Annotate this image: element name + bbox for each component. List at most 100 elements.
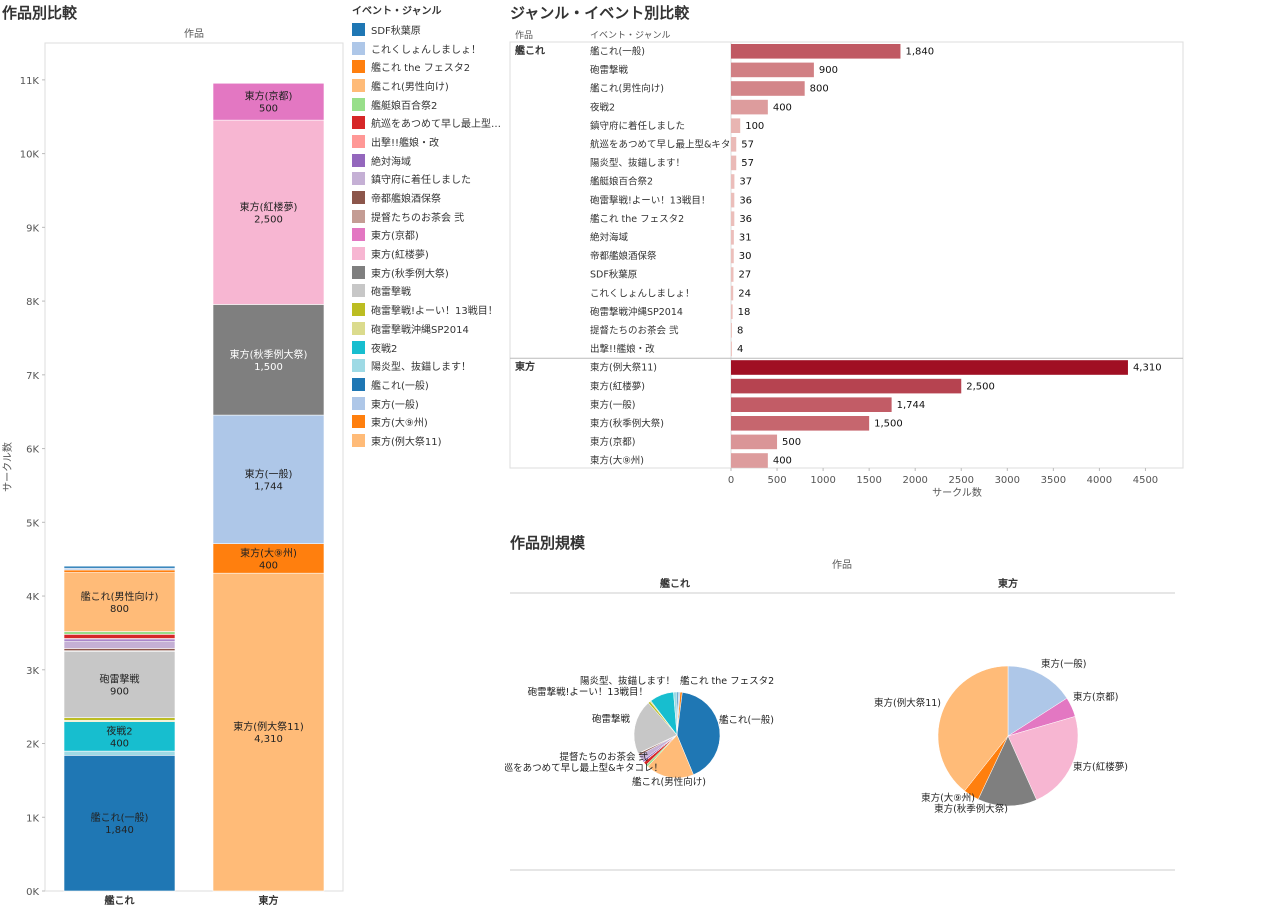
stacked-segment <box>63 640 176 649</box>
legend-item[interactable]: 東方(京都) <box>352 226 502 245</box>
x-tick-label: 1500 <box>856 475 881 486</box>
legend-item[interactable]: 砲雷撃戦!よーい！13戦目！ <box>352 300 502 319</box>
legend-item[interactable]: 提督たちのお茶会 弐 <box>352 207 502 226</box>
bar <box>731 137 737 152</box>
stacked-header: 作品 <box>184 28 204 40</box>
bar-row-label: 出撃!!艦娘・改 <box>590 343 655 355</box>
legend-item[interactable]: 艦これ the フェスタ2 <box>352 57 502 76</box>
legend-item[interactable]: 艦これ(一般) <box>352 375 502 394</box>
bar <box>731 211 735 226</box>
legend-item[interactable]: 鎮守府に着任しました <box>352 170 502 189</box>
bar-row-label: 艦艇娘百合祭2 <box>590 176 653 188</box>
pie-slice-label: 東方(例大祭11) <box>874 697 941 709</box>
y-tick-label: 0K <box>26 887 39 898</box>
legend-item[interactable]: 絶対海域 <box>352 151 502 170</box>
y-axis-label: サークル数 <box>1 442 14 492</box>
legend-item[interactable]: 航巡をあつめて早し最上型&キ... <box>352 113 502 132</box>
bar-row-label: 砲雷撃戦沖縄SP2014 <box>590 306 683 318</box>
legend-item[interactable]: 東方(例大祭11) <box>352 431 502 450</box>
legend-item[interactable]: 東方(大⑨州) <box>352 412 502 431</box>
legend-item[interactable]: 東方(秋季例大祭) <box>352 263 502 282</box>
legend-item[interactable]: 帝都艦娘酒保祭 <box>352 188 502 207</box>
segment-label: 艦これ(男性向け) <box>81 590 159 603</box>
pie-slice-label: 陽炎型、抜錨します！ <box>580 675 675 687</box>
stacked-segment <box>212 119 325 305</box>
legend-swatch <box>352 377 365 391</box>
legend-item[interactable]: 夜戦2 <box>352 338 502 357</box>
pie-slice-label: 砲雷撃戦 <box>592 713 631 725</box>
pie-title: 東方 <box>998 577 1018 590</box>
bar-row-label: 艦これ(一般) <box>590 46 645 58</box>
y-tick-label: 4K <box>26 592 39 603</box>
segment-label: 砲雷撃戦 <box>100 672 140 685</box>
pie-slice <box>977 735 1037 807</box>
x-tick-label: 3500 <box>1041 475 1066 486</box>
bar-value-label: 2,500 <box>966 381 995 392</box>
segment-value-label: 2,500 <box>254 214 283 225</box>
bar-value-label: 36 <box>739 214 752 225</box>
stacked-segment <box>212 543 325 574</box>
stacked-chart-title: 作品別比較 <box>2 4 78 22</box>
legend-item[interactable]: 出撃!!艦娘・改 <box>352 132 502 151</box>
legend-item[interactable]: 砲雷撃戦 <box>352 282 502 301</box>
legend-label: 夜戦2 <box>371 343 398 355</box>
bar-plot-frame <box>509 41 1184 469</box>
stacked-segment <box>212 414 325 544</box>
pie-title: 艦これ <box>660 577 690 590</box>
legend-item[interactable]: 艦これ(男性向け) <box>352 76 502 95</box>
legend-swatch <box>352 116 365 130</box>
segment-label: 東方(秋季例大祭) <box>230 348 308 361</box>
legend-item[interactable]: 陽炎型、抜錨します！ <box>352 356 502 375</box>
bar-row-label: 陽炎型、抜錨します！ <box>590 157 685 169</box>
bar-row-label: 東方(京都) <box>590 436 635 448</box>
col-header-category: 作品 <box>515 29 533 41</box>
stacked-plot-frame <box>44 42 344 892</box>
legend-item[interactable]: 東方(紅楼夢) <box>352 244 502 263</box>
stacked-segment <box>212 304 325 416</box>
bar-row-label: 東方(紅楼夢) <box>590 380 645 392</box>
legend-label: 艦これ the フェスタ2 <box>371 63 471 75</box>
bar-value-label: 24 <box>738 288 751 299</box>
segment-value-label: 500 <box>259 104 278 115</box>
stacked-segment <box>63 650 176 718</box>
legend-label: 絶対海域 <box>371 156 411 168</box>
pie-slice <box>647 734 694 779</box>
legend-label: 東方(一般) <box>371 399 419 411</box>
legend-item[interactable]: 砲雷撃戦沖縄SP2014 <box>352 319 502 338</box>
pie-chart-title: 作品別規模 <box>510 534 586 552</box>
legend-label: SDF秋葉原 <box>371 25 421 37</box>
bar-value-label: 100 <box>745 121 764 132</box>
bar-value-label: 400 <box>773 456 792 467</box>
bar <box>731 360 1128 375</box>
legend-swatch <box>352 41 365 55</box>
bar-value-label: 57 <box>741 158 754 169</box>
legend-swatch <box>352 433 365 447</box>
x-tick-label: 2000 <box>902 475 927 486</box>
legend-swatch <box>352 78 365 92</box>
legend-item[interactable]: これくしょんしましょ！ <box>352 39 502 58</box>
legend-label: 東方(京都) <box>371 231 419 243</box>
segment-value-label: 1,840 <box>105 825 134 836</box>
stacked-segment <box>63 631 176 635</box>
legend-item[interactable]: SDF秋葉原 <box>352 20 502 39</box>
legend-item[interactable]: 艦艇娘百合祭2 <box>352 95 502 114</box>
legend-swatch <box>352 22 365 36</box>
x-category-label: 艦これ <box>105 894 135 907</box>
bar <box>731 99 768 115</box>
x-axis-label: サークル数 <box>932 486 982 499</box>
x-tick-label: 500 <box>768 475 787 486</box>
bar-value-label: 37 <box>739 177 752 188</box>
legend-item[interactable]: 東方(一般) <box>352 394 502 413</box>
legend-label: 砲雷撃戦沖縄SP2014 <box>371 324 469 336</box>
stacked-segment <box>63 648 176 651</box>
bar-value-label: 36 <box>739 195 752 206</box>
y-tick-label: 3K <box>26 666 39 677</box>
stacked-segment <box>212 82 325 121</box>
x-tick-label: 2500 <box>949 475 974 486</box>
y-tick-label: 10K <box>20 150 40 161</box>
bar-value-label: 1,500 <box>874 419 903 430</box>
segment-value-label: 400 <box>110 738 129 749</box>
legend-swatch <box>352 396 365 410</box>
bar-row-label: 砲雷撃戦!よーい！13戦目！ <box>590 194 710 206</box>
